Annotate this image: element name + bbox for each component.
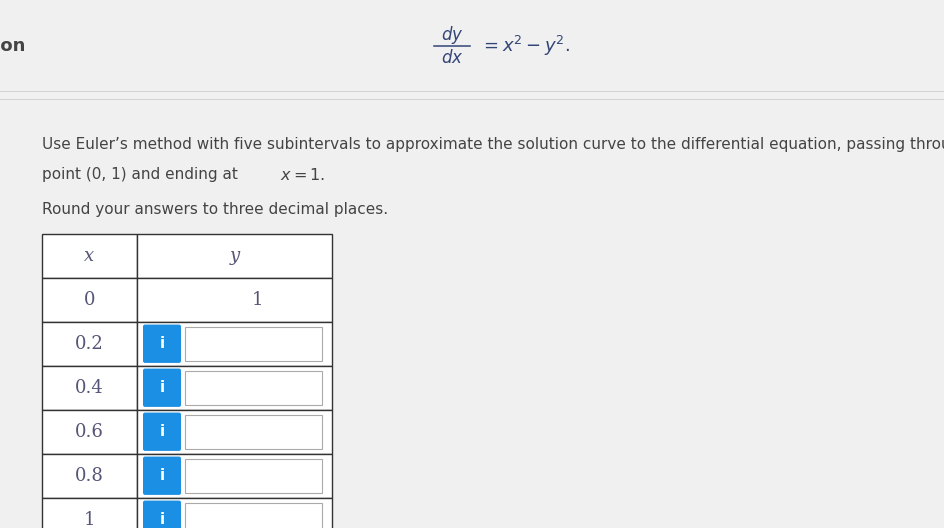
FancyBboxPatch shape (143, 369, 181, 407)
Bar (137, 410, 331, 454)
Text: $= x^2 - y^2.$: $= x^2 - y^2.$ (480, 34, 569, 58)
Bar (137, 498, 331, 528)
Bar (185, 414, 322, 449)
Text: $dx$: $dx$ (440, 49, 463, 67)
Text: $x = 1$.: $x = 1$. (279, 167, 325, 183)
Text: Consider the differential equation: Consider the differential equation (0, 37, 38, 55)
FancyBboxPatch shape (143, 501, 181, 528)
Text: 0.2: 0.2 (75, 335, 104, 353)
Text: 1: 1 (84, 511, 95, 528)
FancyBboxPatch shape (143, 457, 181, 495)
Bar (137, 322, 331, 366)
Bar (42, 454, 137, 498)
Text: 0.8: 0.8 (75, 467, 104, 485)
Text: i: i (160, 468, 164, 483)
Text: i: i (160, 512, 164, 527)
Bar (185, 503, 322, 528)
Text: 1: 1 (252, 291, 263, 309)
Text: $dy$: $dy$ (440, 24, 463, 46)
Text: Round your answers to three decimal places.: Round your answers to three decimal plac… (42, 202, 388, 216)
Bar (42, 366, 137, 410)
Text: y: y (229, 247, 240, 265)
Text: 0.6: 0.6 (75, 423, 104, 441)
Bar (137, 278, 331, 322)
Bar (42, 498, 137, 528)
Text: 0: 0 (84, 291, 95, 309)
Text: i: i (160, 380, 164, 395)
Text: 0.4: 0.4 (75, 379, 104, 397)
Text: i: i (160, 424, 164, 439)
Text: Use Euler’s method with five subintervals to approximate the solution curve to t: Use Euler’s method with five subinterval… (42, 137, 944, 152)
Text: point (0, 1) and ending at: point (0, 1) and ending at (42, 167, 243, 182)
Bar (137, 454, 331, 498)
Bar (42, 278, 137, 322)
Bar (42, 234, 137, 278)
Text: x: x (84, 247, 94, 265)
Bar (42, 322, 137, 366)
FancyBboxPatch shape (143, 325, 181, 363)
FancyBboxPatch shape (143, 412, 181, 451)
Bar (137, 234, 331, 278)
Bar (42, 410, 137, 454)
Bar (137, 366, 331, 410)
Bar (185, 371, 322, 405)
Bar (185, 327, 322, 361)
Bar (185, 459, 322, 493)
Text: i: i (160, 336, 164, 351)
